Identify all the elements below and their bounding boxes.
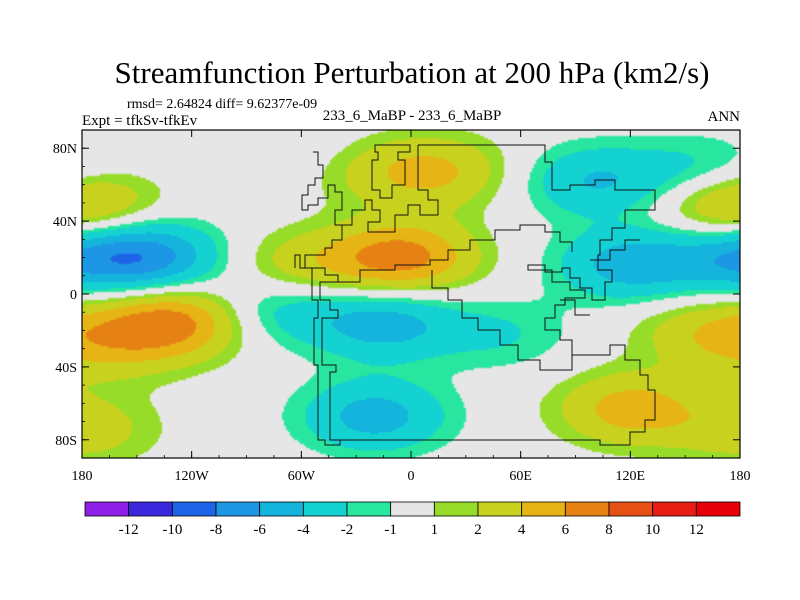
colorbar-box [302,501,348,517]
y-tick-label: 40N [53,215,77,230]
x-tick-label: 180 [730,469,751,484]
colorbar-label: -2 [341,522,354,538]
colorbar: -12 -10 -8 -6 -4 -2 -1 1 2 4 6 8 10 12 [84,501,741,538]
colorbar-label: -10 [162,522,182,538]
x-tick-label: 120W [175,469,210,484]
colorbar-box [521,501,566,517]
colorbar-label: -4 [297,522,310,538]
continent-outline [294,144,656,446]
x-tick-label: 120E [616,469,646,484]
y-axis: 80N 40N 0 40S 80S [53,142,740,449]
colorbar-box [433,501,479,517]
colorbar-box [477,501,523,517]
y-tick-label: 80N [53,142,77,157]
colorbar-label: 1 [431,522,439,538]
x-tick-label: 0 [408,469,415,484]
colorbar-box [608,501,654,517]
y-tick-label: 40S [55,361,77,376]
colorbar-label: -6 [253,522,266,538]
stats-text: rmsd= 2.64824 diff= 9.62377e-09 [127,97,317,112]
colorbar-label: 2 [474,522,482,538]
case-label: 233_6_MaBP - 233_6_MaBP [323,108,502,124]
y-tick-label: 80S [55,434,77,449]
x-axis: 180 120W 60W 0 60E 120E 180 [72,130,751,484]
colorbar-label: -8 [210,522,223,538]
colorbar-box [346,501,392,517]
streamfunction-field [82,130,740,458]
colorbar-label: -12 [119,522,139,538]
colorbar-box [564,501,610,517]
colorbar-box [215,501,261,517]
y-tick-label: 0 [70,288,77,303]
colorbar-label: 12 [689,522,704,538]
colorbar-box [128,501,173,517]
x-tick-label: 180 [72,469,93,484]
colorbar-label: 6 [562,522,570,538]
colorbar-label: 4 [518,522,526,538]
colorbar-box [695,501,741,517]
colorbar-box [652,501,697,517]
experiment-label: Expt = tfkSv-tfkEv [82,113,198,129]
colorbar-label: 8 [605,522,613,538]
colorbar-box [390,501,435,517]
map-panel: 180 120W 60W 0 60E 120E 180 80N 40N 0 40S 80S [53,129,751,484]
colorbar-label: -1 [384,522,397,538]
chart-title: Streamfunction Perturbation at 200 hPa (… [115,55,710,90]
colorbar-label: 10 [645,522,660,538]
x-tick-label: 60E [509,469,532,484]
colorbar-box [84,501,130,517]
season-label: ANN [708,109,741,125]
x-tick-label: 60W [288,469,316,484]
colorbar-box [171,501,217,517]
colorbar-box [259,501,304,517]
